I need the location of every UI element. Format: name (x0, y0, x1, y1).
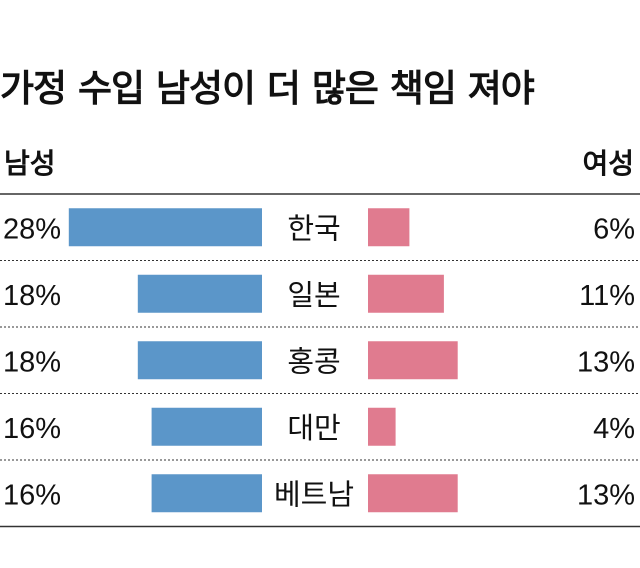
male-bar-4 (151, 474, 262, 513)
category-label-3: 대만 (287, 411, 340, 445)
female-bar-0 (368, 208, 410, 247)
male-value-label-4: 16% (3, 479, 61, 511)
male-value-label-2: 18% (3, 346, 61, 378)
male-value-label-3: 16% (3, 413, 61, 445)
female-value-label-3: 4% (593, 413, 635, 445)
male-value-label-1: 18% (3, 280, 61, 312)
category-label-4: 베트남 (274, 477, 354, 511)
male-bar-2 (137, 341, 262, 380)
category-label-1: 일본 (287, 278, 340, 312)
female-value-label-1: 11% (579, 280, 635, 312)
male-bar-1 (137, 274, 262, 313)
female-value-label-0: 6% (593, 213, 635, 245)
female-bar-4 (368, 474, 458, 513)
chart-title: 가정 수입 남성이 더 많은 책임 져야 (0, 67, 535, 110)
female-bar-1 (368, 274, 444, 313)
male-bar-3 (151, 407, 262, 446)
male-bar-0 (68, 208, 262, 247)
legend-male: 남성 (4, 147, 56, 180)
male-value-label-0: 28% (3, 213, 61, 245)
female-value-label-2: 13% (577, 346, 635, 378)
category-label-0: 한국 (287, 211, 340, 245)
legend-female: 여성 (582, 147, 634, 180)
female-value-label-4: 13% (577, 479, 635, 511)
female-bar-3 (368, 407, 396, 446)
female-bar-2 (368, 341, 458, 380)
category-label-2: 홍콩 (287, 344, 340, 378)
